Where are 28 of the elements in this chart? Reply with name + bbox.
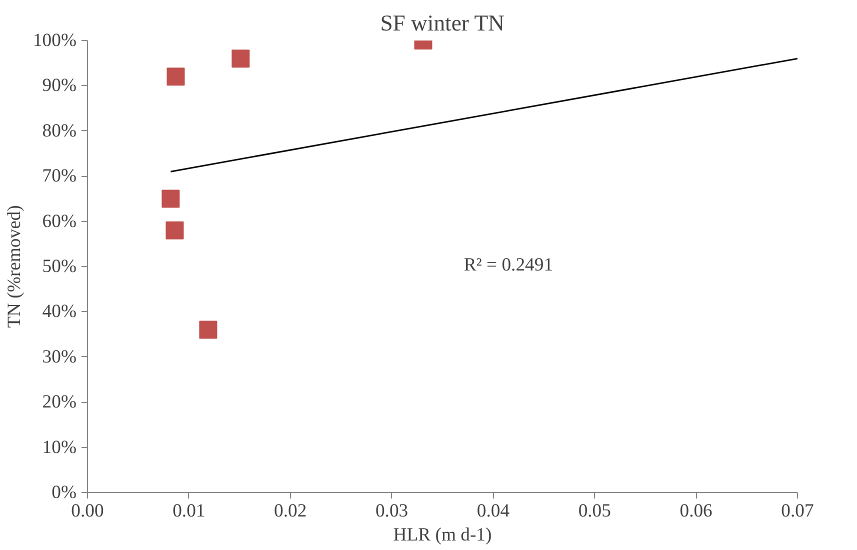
- y-tick-label: 30%: [42, 346, 77, 368]
- y-axis-title: TN (%removed): [4, 205, 25, 328]
- y-tick-label: 10%: [42, 436, 77, 458]
- x-tick-label: 0.03: [375, 500, 408, 522]
- chart-title: SF winter TN: [380, 10, 504, 36]
- y-tick-label: 70%: [42, 166, 77, 187]
- point: [166, 221, 184, 240]
- y-tick-label: 20%: [42, 392, 77, 413]
- y-tick-label: 90%: [42, 75, 77, 96]
- x-tick-label: 0.01: [172, 500, 206, 522]
- x-tick-label: 0.06: [680, 500, 712, 522]
- y-tick-label: 0%: [52, 482, 77, 503]
- y-tick-label: 60%: [42, 210, 77, 232]
- x-tick-label: 0.07: [781, 500, 814, 522]
- x-tick-label: 0.04: [476, 500, 510, 522]
- x-tick-label: 0.02: [274, 500, 307, 522]
- x-tick-label: 0.00: [71, 500, 104, 522]
- y-tick-label: 80%: [42, 120, 77, 142]
- point: [232, 50, 250, 68]
- y-tick-label: 40%: [42, 301, 77, 322]
- y-tick-label: 100%: [32, 30, 77, 51]
- y-tick-label: 50%: [42, 256, 77, 277]
- point: [162, 190, 180, 208]
- annotation: R² = 0.2491: [464, 254, 554, 276]
- x-tick-label: 0.05: [578, 500, 611, 522]
- point: [199, 320, 218, 339]
- x-axis-title: HLR (m d-1): [393, 524, 492, 546]
- point: [166, 68, 185, 86]
